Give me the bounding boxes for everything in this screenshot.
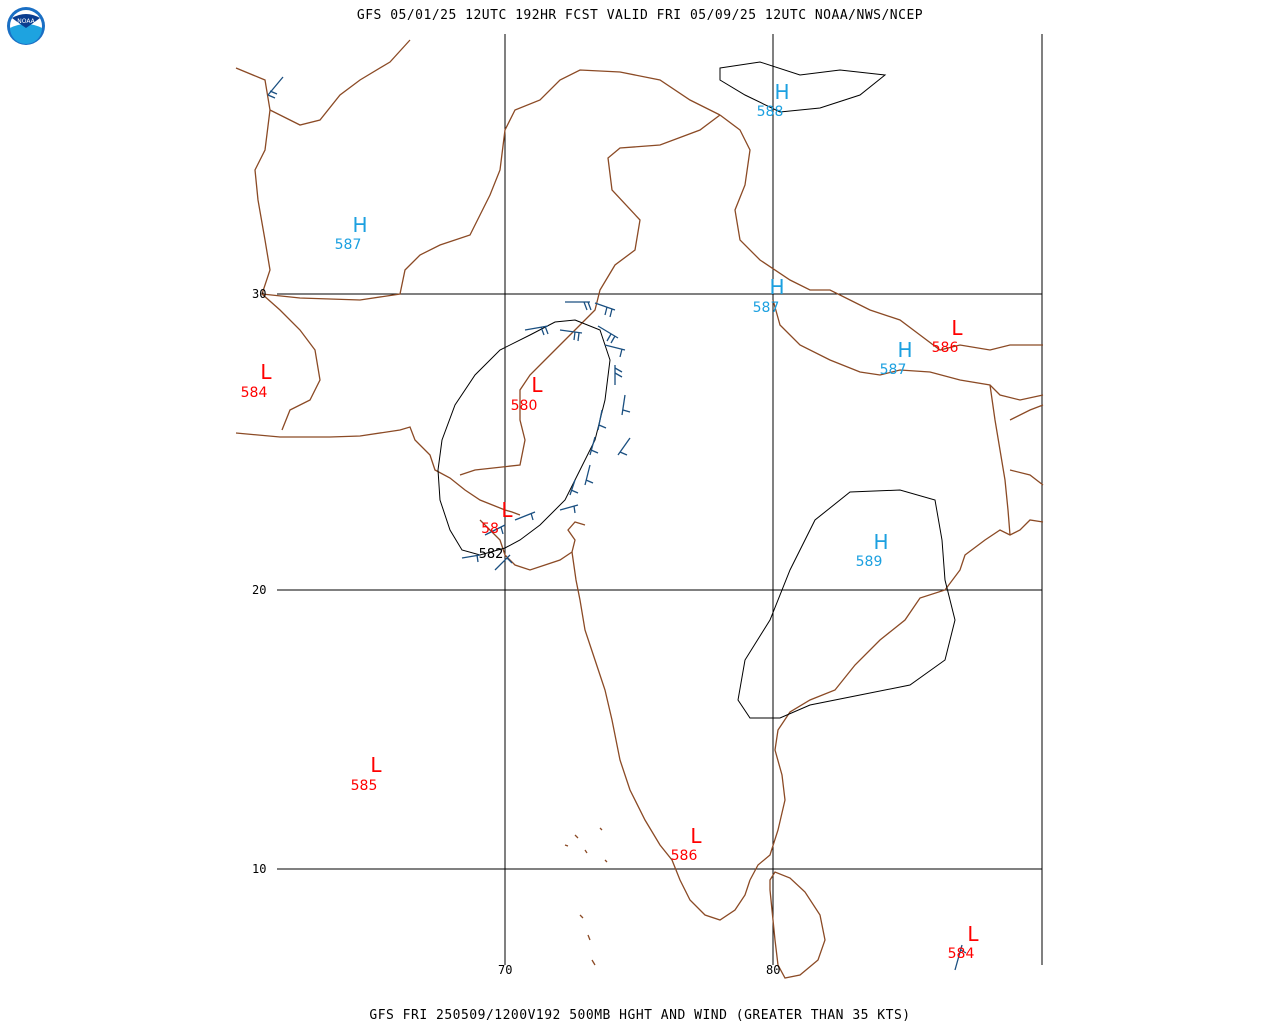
wind-barb <box>494 554 513 571</box>
border-ne-india <box>1009 404 1044 421</box>
wind-barb <box>584 464 594 486</box>
coast-gujarat <box>479 519 586 571</box>
coast-east-india <box>749 519 1044 881</box>
contour-588-bay-of-bengal <box>737 489 956 719</box>
low-center-value: 580 <box>511 398 538 414</box>
high-center-value: 587 <box>753 300 780 316</box>
border-iran-afghanistan <box>235 67 321 431</box>
border-india-china <box>719 114 1043 351</box>
wind-barb <box>559 329 583 342</box>
low-center-value: 586 <box>932 340 959 356</box>
wind-barb <box>617 437 631 456</box>
high-center-value: 589 <box>856 554 883 570</box>
wind-barb <box>597 409 607 431</box>
coast-sri-lanka <box>769 871 826 979</box>
border-afghanistan-pakistan <box>261 69 721 301</box>
logo-text: NOAA <box>17 18 35 25</box>
low-center-value: 584 <box>948 946 975 962</box>
wind-barb <box>589 436 599 456</box>
border-turkmenistan <box>269 39 411 126</box>
lakshadweep-islands <box>564 827 608 966</box>
wind-barb <box>597 325 619 344</box>
high-center-letter: H <box>774 80 789 104</box>
wind-barb <box>594 302 616 318</box>
latitude-labels: 30 20 10 <box>252 287 266 876</box>
wind-barbs <box>267 76 967 971</box>
lat-label: 20 <box>252 583 266 597</box>
height-contours <box>437 61 956 719</box>
lon-label: 70 <box>498 963 512 977</box>
low-center-value: 58 <box>481 521 499 537</box>
coast-makran <box>235 426 521 516</box>
border-myanmar <box>1009 469 1044 486</box>
noaa-logo-icon: NOAA <box>7 7 45 45</box>
map-footer: GFS FRI 250509/1200V192 500MB HGHT AND W… <box>369 1008 911 1023</box>
wind-barb <box>954 944 967 971</box>
coast-west-india <box>571 551 751 921</box>
low-center-letter: L <box>951 316 963 340</box>
longitude-labels: 70 80 <box>498 963 780 977</box>
low-center-value: 584 <box>241 385 268 401</box>
lat-lon-grid <box>277 34 1043 965</box>
contour-label: 582 <box>479 547 504 562</box>
wind-barb <box>484 524 506 536</box>
coastlines-borders <box>235 39 1044 979</box>
high-center-letter: H <box>873 530 888 554</box>
border-nepal-india <box>772 299 1044 401</box>
wind-barb <box>614 365 623 385</box>
lat-label: 30 <box>252 287 266 301</box>
high-center-value: 587 <box>335 237 362 253</box>
wind-barb <box>569 479 579 496</box>
lat-label: 10 <box>252 862 266 876</box>
contour-588-north <box>719 61 887 113</box>
low-center-letter: L <box>501 498 513 522</box>
lon-label: 80 <box>766 963 780 977</box>
wind-barb <box>559 504 579 514</box>
low-center-letter: L <box>531 373 543 397</box>
wind-barb <box>461 554 481 563</box>
wind-barb <box>524 325 549 336</box>
high-center-letter: H <box>352 213 367 237</box>
low-center-letter: L <box>370 753 382 777</box>
high-center-value: 588 <box>757 104 784 120</box>
low-center-value: 586 <box>671 848 698 864</box>
wind-barb <box>604 344 626 358</box>
map-title: GFS 05/01/25 12UTC 192HR FCST VALID FRI … <box>356 8 924 23</box>
high-center-value: 587 <box>880 362 907 378</box>
wind-barb <box>565 301 592 311</box>
border-bangladesh <box>989 384 1011 536</box>
wind-barb <box>621 394 631 416</box>
low-center-letter: L <box>690 824 702 848</box>
low-center-letter: L <box>260 360 272 384</box>
high-center-letter: H <box>769 275 784 299</box>
border-india-pakistan <box>459 114 721 476</box>
low-center-letter: L <box>967 922 979 946</box>
low-center-value: 585 <box>351 778 378 794</box>
wind-barb <box>267 76 284 99</box>
wind-barb <box>514 511 536 521</box>
contour-labels: 582 <box>479 547 504 562</box>
high-center-letter: H <box>897 338 912 362</box>
